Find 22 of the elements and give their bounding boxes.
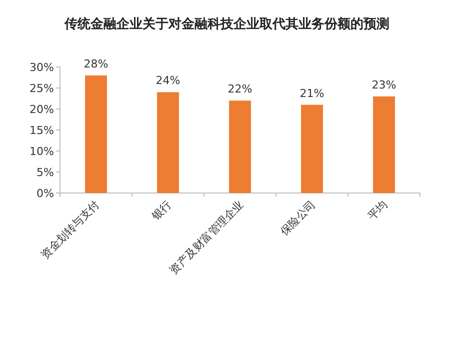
data-label: 21%	[300, 86, 324, 100]
x-tick-label: 平均	[365, 198, 390, 223]
data-label: 24%	[156, 74, 180, 88]
data-label: 22%	[228, 82, 252, 96]
y-tick-label: 0%	[36, 187, 54, 200]
bar	[301, 104, 323, 193]
x-tick-label: 资金划转与支付	[38, 198, 102, 262]
y-tick-label: 10%	[30, 145, 54, 158]
bar	[229, 100, 251, 193]
x-tick-label: 保险公司	[278, 198, 318, 238]
data-label: 23%	[372, 78, 396, 92]
y-tick-label: 15%	[30, 124, 54, 137]
bar	[373, 96, 395, 193]
bar	[157, 92, 179, 193]
data-label: 28%	[84, 57, 108, 70]
chart-title: 传统金融企业关于对金融科技企业取代其业务份额的预测	[64, 16, 390, 32]
x-tick-label: 银行	[148, 198, 174, 224]
y-tick-label: 25%	[30, 82, 54, 95]
y-tick-label: 20%	[30, 103, 54, 116]
bar	[85, 75, 107, 193]
y-tick-label: 30%	[30, 61, 54, 74]
y-tick-label: 5%	[36, 166, 54, 179]
